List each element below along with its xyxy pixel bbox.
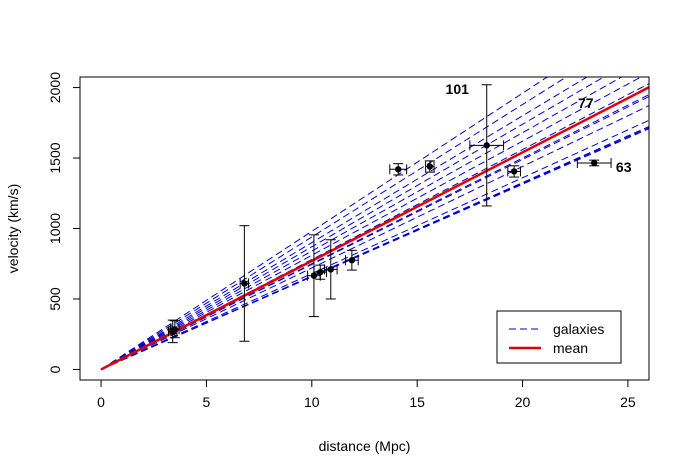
point-marker bbox=[348, 257, 356, 264]
y-tick-label: 1500 bbox=[47, 142, 63, 173]
y-tick-label: 500 bbox=[47, 287, 63, 311]
data-point bbox=[169, 320, 180, 339]
annotation-label: 77 bbox=[578, 95, 594, 111]
x-tick-label: 15 bbox=[409, 394, 425, 410]
point-marker bbox=[510, 168, 518, 175]
galaxy-line bbox=[100, 126, 649, 370]
x-tick-label: 20 bbox=[515, 394, 531, 410]
galaxy-line bbox=[100, 105, 649, 370]
legend: galaxies mean bbox=[496, 310, 622, 364]
y-tick-label: 1000 bbox=[47, 213, 63, 244]
annotations-layer: 101 77 63 bbox=[446, 81, 632, 175]
y-axis-label: velocity (km/s) bbox=[5, 184, 21, 273]
galaxy-line bbox=[100, 119, 649, 370]
galaxy-line bbox=[100, 77, 588, 370]
annotation-label: 63 bbox=[616, 159, 632, 175]
data-point bbox=[507, 165, 521, 178]
point-marker bbox=[591, 159, 598, 167]
point-marker bbox=[483, 142, 490, 149]
mean-line bbox=[100, 86, 649, 371]
data-point bbox=[576, 157, 612, 168]
x-tick-label: 10 bbox=[304, 394, 320, 410]
data-point bbox=[239, 225, 250, 342]
galaxy-line bbox=[100, 77, 605, 370]
x-axis-label: distance (Mpc) bbox=[319, 438, 411, 454]
point-marker bbox=[317, 268, 324, 276]
y-tick-label: 0 bbox=[47, 365, 63, 373]
data-point bbox=[345, 249, 359, 271]
annotation-label: 101 bbox=[446, 81, 470, 97]
y-tick-label: 2000 bbox=[47, 72, 63, 103]
legend-label: mean bbox=[553, 340, 588, 356]
data-point bbox=[323, 239, 338, 300]
data-point bbox=[389, 163, 408, 176]
point-marker bbox=[426, 163, 434, 170]
data-point bbox=[167, 319, 178, 344]
x-tick-label: 0 bbox=[97, 394, 105, 410]
x-tick-label: 5 bbox=[203, 394, 211, 410]
point-marker bbox=[395, 166, 402, 173]
galaxy-line bbox=[100, 77, 623, 370]
data-points-layer bbox=[167, 84, 612, 344]
point-marker bbox=[171, 326, 179, 333]
galaxy-line bbox=[100, 77, 642, 370]
mean-line-layer bbox=[100, 86, 649, 371]
galaxy-line bbox=[100, 77, 568, 370]
data-point bbox=[424, 160, 435, 173]
axes-layer: 0 5 10 15 20 25 0 500 1000 1500 2000 distance (Mpc)… bbox=[5, 72, 650, 454]
legend-label: galaxies bbox=[553, 321, 604, 337]
data-point bbox=[469, 84, 505, 207]
point-marker bbox=[327, 266, 334, 273]
point-marker bbox=[241, 280, 248, 287]
x-tick-label: 25 bbox=[620, 394, 636, 410]
data-point bbox=[313, 264, 328, 280]
legend-box bbox=[496, 310, 622, 364]
